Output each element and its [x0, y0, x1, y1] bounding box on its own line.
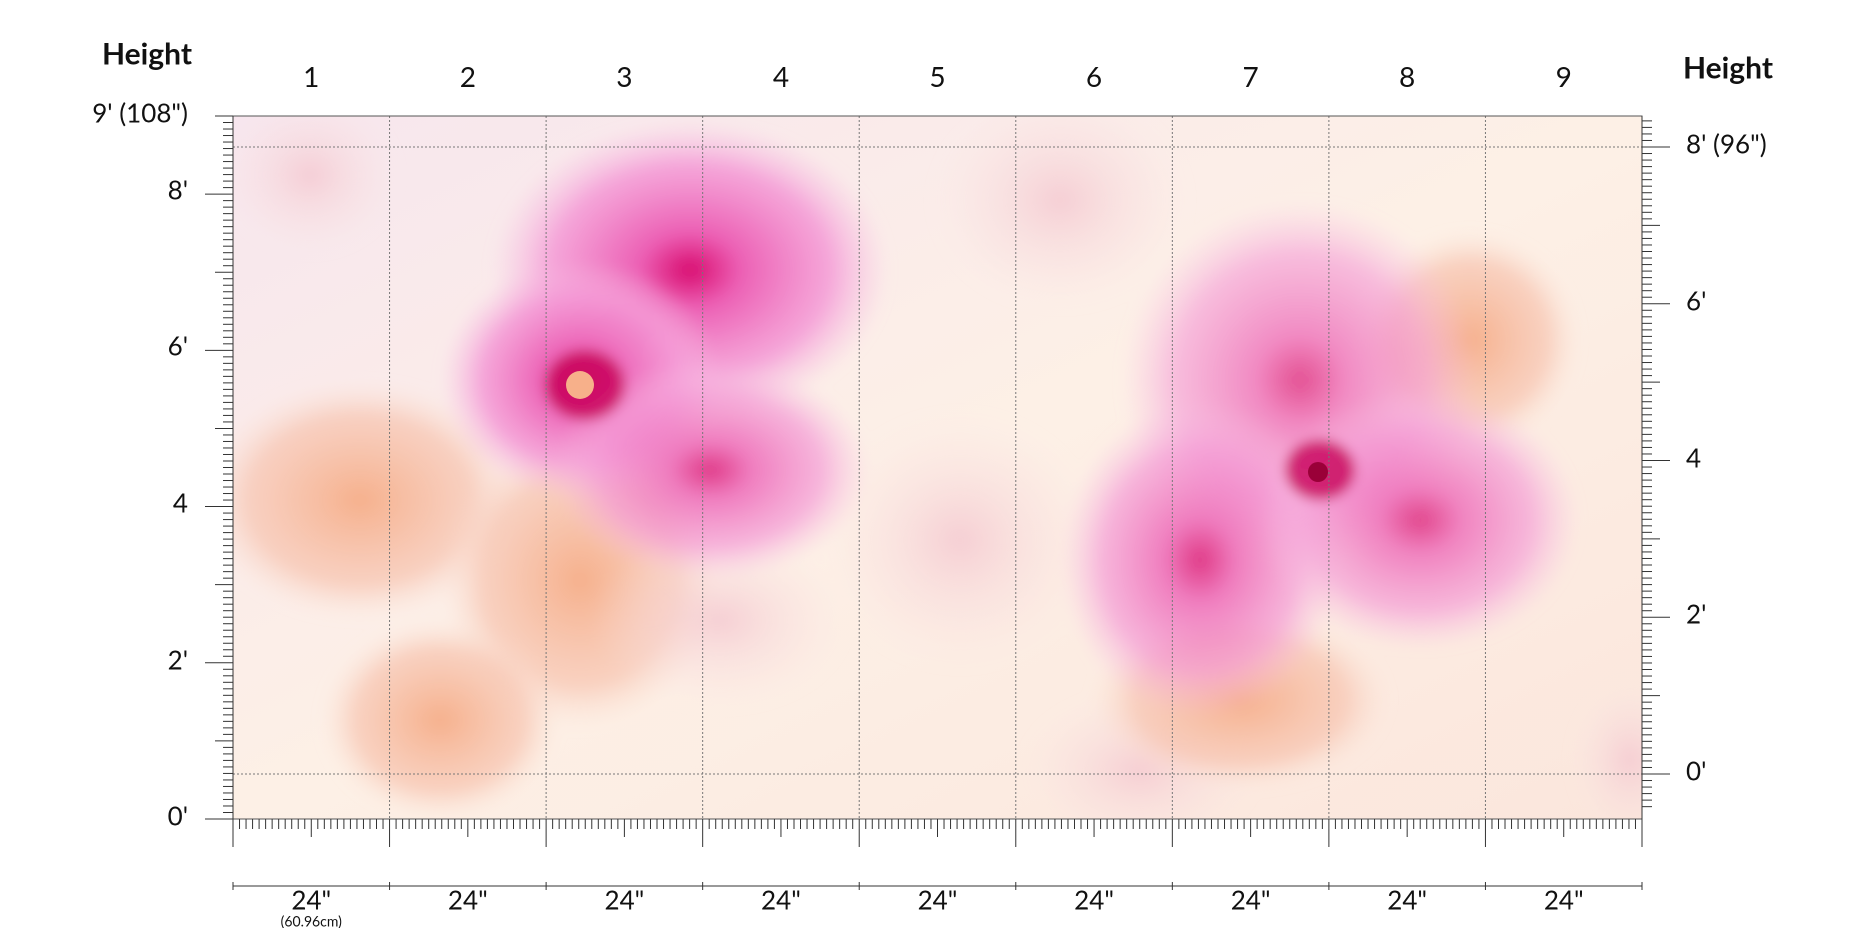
left-height-label: 2'	[168, 644, 188, 676]
right-height-title: Height	[1683, 50, 1773, 86]
left-height-label: 8'	[168, 174, 188, 206]
panel-width: 24"	[918, 884, 958, 916]
panel-width: 24"	[604, 884, 644, 916]
left-height-label: 4	[173, 487, 188, 519]
panel-width: 24"	[291, 884, 331, 916]
panel-width: 24"	[1231, 884, 1271, 916]
panel-number: 2	[460, 59, 476, 93]
right-height-label: 6'	[1686, 285, 1706, 317]
panel-number: 5	[929, 59, 945, 93]
panel-number: 6	[1086, 59, 1102, 93]
panel-number: 1	[303, 59, 319, 93]
panel-number: 8	[1399, 59, 1415, 93]
panel-width: 24"	[448, 884, 488, 916]
right-height-label: 2'	[1686, 598, 1706, 630]
right-height-label: 8' (96")	[1686, 128, 1767, 160]
panel-width: 24"	[1544, 884, 1584, 916]
left-height-label: 0'	[168, 800, 188, 832]
panel-width: 24"	[1387, 884, 1427, 916]
left-height-title: Height	[102, 36, 192, 72]
left-height-label: 9' (108")	[92, 97, 188, 129]
panel-number: 4	[773, 59, 789, 93]
panel-width: 24"	[761, 884, 801, 916]
right-height-label: 0'	[1686, 755, 1706, 787]
width-note: (60.96cm)	[281, 913, 342, 928]
panel-number: 9	[1556, 59, 1572, 93]
right-height-label: 4	[1686, 442, 1701, 474]
panel-number: 7	[1242, 59, 1258, 93]
panel-width: 24"	[1074, 884, 1114, 916]
left-height-label: 6'	[168, 330, 188, 362]
panel-number: 3	[616, 59, 632, 93]
floral-artwork	[233, 116, 1642, 819]
